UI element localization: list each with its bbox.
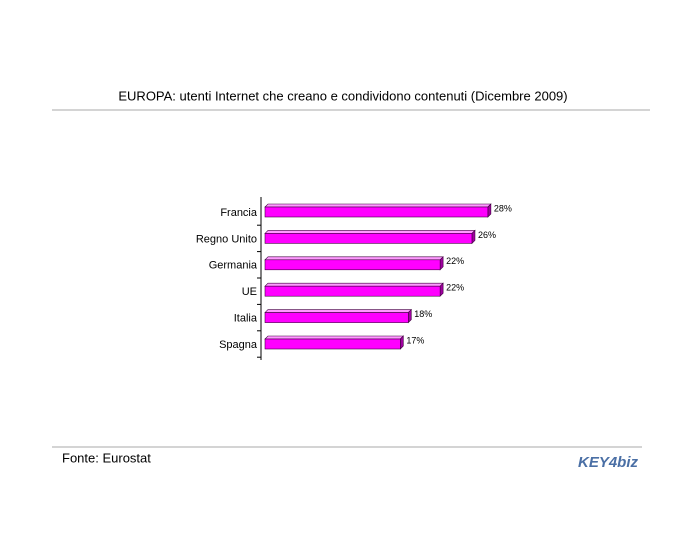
source-note: Fonte: Eurostat [62, 450, 151, 465]
value-label: 17% [406, 335, 424, 345]
bar-depth [264, 282, 444, 287]
y-tick-label: Germania [209, 260, 258, 272]
bar [264, 338, 401, 350]
chart-title: EUROPA: utenti Internet che creano e con… [118, 88, 567, 103]
value-label: 28% [494, 203, 512, 213]
bar [264, 285, 441, 297]
y-tick-label: Spagna [219, 339, 258, 351]
logo: KEY4biz [578, 454, 639, 471]
y-tick-label: Italia [234, 313, 258, 325]
value-label: 22% [446, 283, 464, 293]
y-tick-label: Francia [220, 207, 258, 219]
bar-depth [264, 335, 405, 340]
bar-depth [264, 256, 444, 261]
bar [264, 206, 489, 218]
bar [264, 259, 441, 271]
value-label: 18% [414, 309, 432, 319]
bar-depth [264, 309, 413, 313]
value-label: 22% [446, 256, 464, 266]
bar [264, 233, 473, 244]
bar [264, 312, 409, 323]
y-tick-label: Regno Unito [196, 233, 257, 245]
value-label: 26% [478, 230, 496, 240]
bar-depth [264, 230, 476, 234]
bar-depth [264, 203, 492, 208]
y-tick-label: UE [242, 286, 257, 298]
